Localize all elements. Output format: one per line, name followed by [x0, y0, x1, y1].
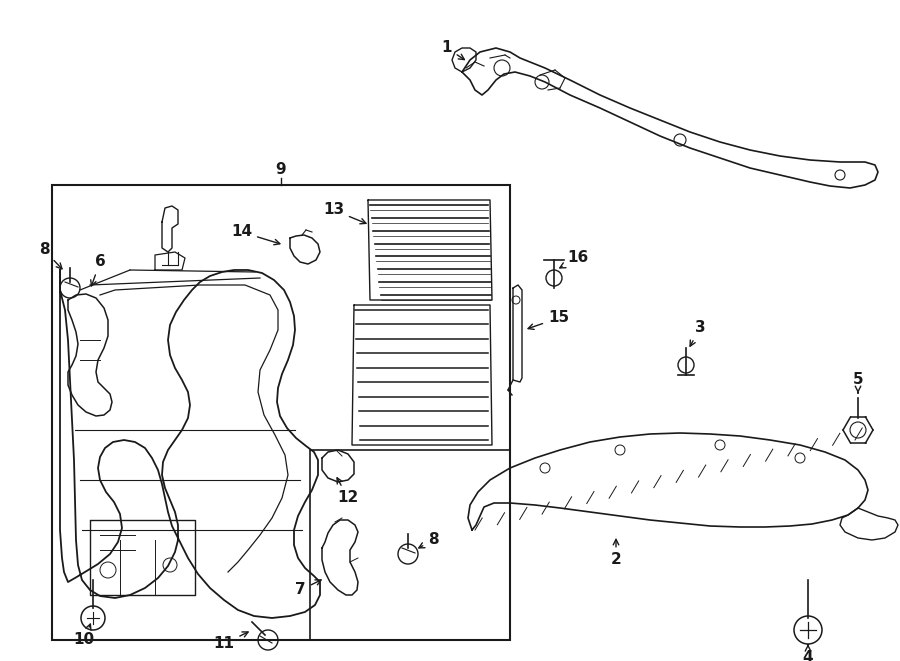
Text: 8: 8	[418, 533, 438, 548]
Text: 8: 8	[39, 243, 62, 269]
Text: 12: 12	[338, 478, 358, 506]
Text: 11: 11	[213, 632, 248, 652]
Polygon shape	[60, 270, 320, 618]
Bar	[310, 450, 510, 640]
Text: 3: 3	[690, 321, 706, 346]
Text: 5: 5	[852, 373, 863, 393]
Text: 9: 9	[275, 163, 286, 178]
Text: 14: 14	[231, 225, 280, 245]
Text: 1: 1	[442, 40, 464, 59]
Text: 10: 10	[74, 624, 94, 648]
Text: 7: 7	[295, 580, 321, 598]
Text: 13: 13	[323, 202, 366, 224]
Text: 4: 4	[803, 644, 814, 661]
Bar	[52, 185, 510, 640]
Text: 16: 16	[560, 251, 589, 268]
Text: 15: 15	[528, 311, 569, 329]
Text: 2: 2	[610, 539, 621, 568]
Text: 6: 6	[91, 254, 105, 286]
